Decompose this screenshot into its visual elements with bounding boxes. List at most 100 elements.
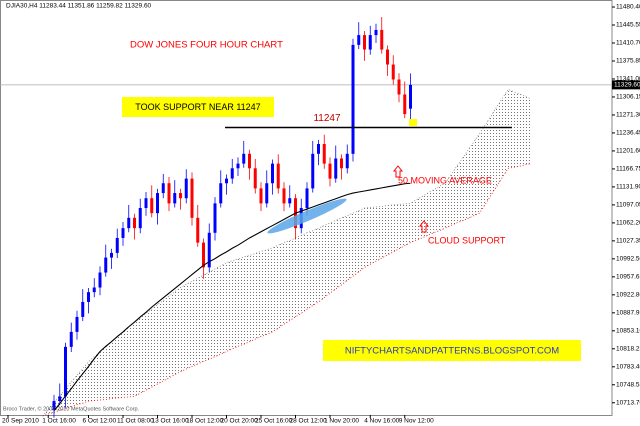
candle-body [87,292,90,302]
candle-body [409,84,412,109]
candle-body [144,198,148,209]
candle-body [184,178,188,199]
candle-body [213,203,217,233]
candle-body [282,188,286,204]
x-tick-label: 1 Nov 20:00 [324,418,359,425]
candle-body [322,144,326,164]
candle-body [161,183,165,194]
candle-body [248,153,251,169]
candle-body [225,178,228,184]
highlight-ellipse [267,198,347,234]
credit: Broco Trader, © 2001-2010 MetaQuotes Sof… [3,405,140,412]
candle-body [328,163,332,179]
support-note: TOOK SUPPORT NEAR 11247 [135,102,260,112]
candle-body [363,35,366,50]
y-tick-label: 11341.00 [616,76,640,83]
y-tick-label: 10957.65 [616,274,640,281]
y-tick-label: 10992.50 [616,256,640,263]
candle-body [150,198,154,214]
candle-body [92,287,96,293]
y-tick-label: 11201.60 [616,148,640,155]
website: NIFTYCHARTSANDPATTERNS.BLOGSPOT.COM [345,346,559,357]
x-tick-label: 11 Oct 08:00 [117,418,154,425]
y-tick-label: 10713.70 [616,399,640,406]
candle-body [202,242,205,268]
candle-body [230,168,234,179]
candle-body [351,44,355,154]
x-tick-label: 25 Oct 16:00 [255,418,293,425]
candle-body [380,29,384,50]
x-tick-label: 18 Oct 12:00 [186,418,224,425]
candle-body [334,158,338,179]
candle-body [276,163,280,189]
candle-body [121,228,125,238]
candle-body [104,257,108,273]
price-box [612,80,640,90]
x-tick-label: 9 Nov 12:00 [399,418,434,425]
candle-body [98,272,102,288]
x-tick-label: 4 Nov 16:00 [364,418,399,425]
website-box [323,340,581,361]
arrow [418,220,430,233]
y-tick-label: 10818.25 [616,346,640,353]
candle-body [69,331,73,347]
candle-body [75,316,79,332]
cloud-note: CLOUD SUPPORT [428,235,506,245]
candle-body [317,144,320,154]
candle-body [58,396,62,402]
ma-note: 50 MOVING AVERAGE [398,175,492,185]
y-tick-label: 10887.95 [616,310,640,317]
price-label: 11329.60 [614,82,640,89]
candle-body [340,158,343,169]
candle-body [305,188,309,209]
x-tick-label: 20 Oct 20:00 [221,418,259,425]
y-tick-label: 10748.55 [616,381,640,388]
candle-body [265,183,269,204]
candle-body [110,252,113,258]
y-tick-label: 11306.15 [616,94,640,101]
candle-body [374,29,378,36]
candle-body [271,163,274,184]
cloud-lower [42,163,532,417]
y-tick-label: 11480.40 [616,4,640,11]
y-tick-label: 11166.75 [616,166,640,173]
candle-body [196,217,200,243]
y-tick-label: 10853.10 [616,328,640,335]
y-tick-label: 11236.45 [616,130,640,137]
support-note-box [122,97,274,117]
candle-body [386,49,389,65]
candle-body [190,178,194,218]
candle-body [115,237,119,253]
y-tick-label: 11410.70 [616,40,640,47]
candle-body [64,346,67,397]
y-tick-label: 11027.35 [616,238,640,245]
candle-body [127,217,131,229]
candle-body [311,153,315,189]
plot-area: 11247 [0,17,612,418]
candle-body [368,35,372,50]
y-tick-label: 11445.55 [616,22,640,29]
candle-body [345,153,349,169]
x-tick-label: 6 Oct 12:00 [83,418,117,425]
y-tick-label: 11271.30 [616,112,640,119]
candle-body [81,301,85,317]
candle-body [133,217,136,229]
candle-body [179,193,182,199]
candle-body [52,401,56,410]
candle-body [236,163,240,169]
x-tick-label: 28 Oct 12:00 [290,418,328,425]
candle-body [253,168,257,189]
candle-body [391,64,395,80]
candle-body [242,153,246,164]
arrow [392,165,404,178]
candle-body [173,193,177,204]
chart-title: DJIA30,H4 11283.44 11351.86 11259.82 113… [6,3,152,10]
x-tick-label: 20 Sep 2010 [2,418,39,425]
candle-body [259,188,263,204]
support-marker [409,119,417,126]
y-tick-label: 10783.40 [616,364,640,371]
candle-body [167,183,171,204]
cloud-fill [42,89,532,417]
candle-body [138,208,142,229]
y-tick-label: 11062.20 [616,220,640,227]
